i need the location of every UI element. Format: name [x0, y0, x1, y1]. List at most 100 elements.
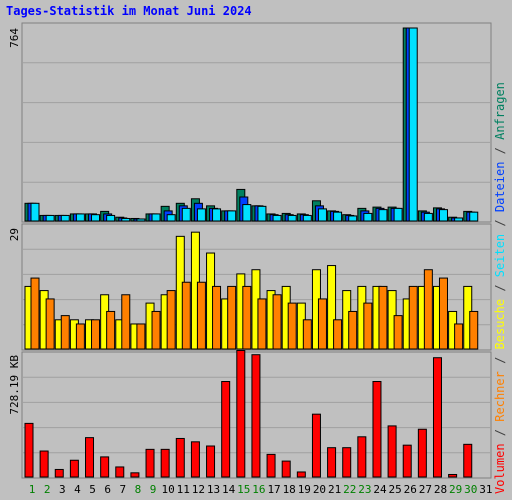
x-tick-label-day-15: 15 — [237, 483, 250, 496]
bar-seiten-day-4 — [75, 213, 85, 222]
x-tick-label-day-30: 30 — [464, 483, 477, 496]
x-tick-label-day-24: 24 — [373, 483, 387, 496]
bar-rechner-day-2 — [45, 298, 55, 350]
middle-y-max-label: 29 — [8, 228, 21, 241]
top-y-max-label: 764 — [8, 28, 21, 48]
bar-volumen-day-16 — [251, 354, 261, 478]
x-tick-label-day-23: 23 — [358, 483, 371, 496]
bar-seiten-day-27 — [423, 212, 433, 222]
bar-volumen-day-5 — [85, 437, 95, 478]
x-tick-label-day-28: 28 — [434, 483, 447, 496]
x-tick-label-day-27: 27 — [419, 483, 432, 496]
x-tick-label-day-3: 3 — [59, 483, 66, 496]
x-tick-label-day-7: 7 — [119, 483, 126, 496]
x-tick-label-day-29: 29 — [449, 483, 462, 496]
x-tick-label-day-21: 21 — [328, 483, 341, 496]
bar-seiten-day-20 — [317, 208, 327, 222]
bar-rechner-day-9 — [151, 310, 161, 350]
bar-volumen-day-25 — [387, 425, 397, 478]
x-tick-label-day-4: 4 — [74, 483, 81, 496]
page-title: Tages-Statistik im Monat Juni 2024 — [6, 4, 252, 18]
bar-seiten-day-11 — [181, 207, 191, 222]
bar-seiten-day-29 — [454, 217, 464, 222]
bar-volumen-day-2 — [39, 450, 49, 478]
bar-seiten-day-3 — [60, 214, 70, 222]
x-tick-label-day-13: 13 — [207, 483, 220, 496]
bar-seiten-day-18 — [287, 214, 297, 222]
bar-seiten-day-22 — [348, 215, 358, 222]
x-tick-label-day-17: 17 — [267, 483, 280, 496]
bar-volumen-day-26 — [402, 444, 412, 478]
bar-seiten-day-21 — [333, 211, 343, 222]
x-tick-label-day-6: 6 — [104, 483, 111, 496]
bar-seiten-day-13 — [212, 208, 222, 222]
x-tick-label-day-2: 2 — [44, 483, 51, 496]
bar-rechner-day-26 — [408, 285, 418, 350]
bar-seiten-day-24 — [378, 209, 388, 222]
x-tick-label-day-26: 26 — [404, 483, 417, 496]
bar-rechner-day-20 — [317, 298, 327, 350]
bar-rechner-day-8 — [136, 323, 146, 350]
bar-volumen-day-1 — [24, 422, 34, 478]
bar-rechner-day-11 — [181, 281, 191, 350]
legend-item-dateien: Dateien — [493, 162, 507, 213]
bottom-panel-frame — [21, 351, 492, 479]
bar-seiten-day-26 — [408, 27, 418, 222]
bar-volumen-day-21 — [327, 447, 337, 478]
x-tick-label-day-16: 16 — [252, 483, 265, 496]
bar-seiten-day-14 — [227, 210, 237, 222]
x-tick-label-day-9: 9 — [150, 483, 157, 496]
legend-item-seiten: Seiten — [493, 234, 507, 277]
bar-volumen-day-6 — [100, 456, 110, 478]
bar-volumen-day-30 — [463, 443, 473, 478]
legend-item-rechner: Rechner — [493, 371, 507, 422]
bar-volumen-day-20 — [311, 413, 321, 478]
chart-bars — [24, 27, 479, 478]
legend-item-besuche: Besuche — [493, 299, 507, 350]
x-tick-label-day-5: 5 — [89, 483, 96, 496]
bar-seiten-day-15 — [242, 204, 252, 222]
bar-volumen-day-24 — [372, 381, 382, 478]
bar-rechner-day-19 — [302, 319, 312, 350]
bar-rechner-day-28 — [438, 277, 448, 350]
y-axis-labels: 764 29 728.19 KB — [8, 28, 21, 415]
bar-rechner-day-4 — [75, 323, 85, 350]
bar-volumen-day-7 — [115, 466, 125, 478]
bar-volumen-day-28 — [432, 357, 442, 478]
bar-rechner-day-23 — [363, 302, 373, 350]
bar-rechner-day-27 — [423, 269, 433, 350]
bar-volumen-day-9 — [145, 448, 155, 478]
legend-separator: / — [493, 349, 507, 371]
bar-rechner-day-16 — [257, 298, 267, 350]
bar-seiten-day-16 — [257, 205, 267, 222]
bar-rechner-day-6 — [106, 310, 116, 350]
x-axis-labels: 1 2 3 4 5 6 7 8 9 10 11 12 13 14 15 16 17 18 19 20 21 22 23 24 2… — [29, 483, 493, 496]
x-tick-label-day-19: 19 — [298, 483, 311, 496]
bar-seiten-day-9 — [151, 213, 161, 222]
legend-separator: / — [493, 277, 507, 299]
bar-volumen-day-18 — [281, 460, 291, 478]
x-tick-label-day-1: 1 — [29, 483, 36, 496]
x-tick-label-day-22: 22 — [343, 483, 356, 496]
bar-volumen-day-22 — [342, 447, 352, 478]
legend-separator: / — [493, 212, 507, 234]
bar-volumen-day-13 — [206, 445, 216, 478]
x-tick-label-day-18: 18 — [283, 483, 296, 496]
bar-rechner-day-24 — [378, 285, 388, 350]
bar-seiten-day-7 — [121, 217, 131, 222]
bar-seiten-day-25 — [393, 207, 403, 222]
bar-rechner-day-17 — [272, 294, 282, 350]
panel-frames — [21, 22, 492, 479]
x-tick-label-day-12: 12 — [192, 483, 205, 496]
bar-seiten-day-17 — [272, 214, 282, 222]
bar-rechner-day-13 — [212, 285, 222, 350]
x-tick-label-day-14: 14 — [222, 483, 236, 496]
bar-seiten-day-30 — [469, 211, 479, 222]
middle-panel-frame — [21, 223, 492, 351]
bar-besuche-day-21 — [327, 265, 337, 350]
bar-volumen-day-17 — [266, 453, 276, 478]
x-tick-label-day-25: 25 — [388, 483, 401, 496]
x-tick-label-day-8: 8 — [135, 483, 142, 496]
x-tick-label-day-11: 11 — [177, 483, 190, 496]
